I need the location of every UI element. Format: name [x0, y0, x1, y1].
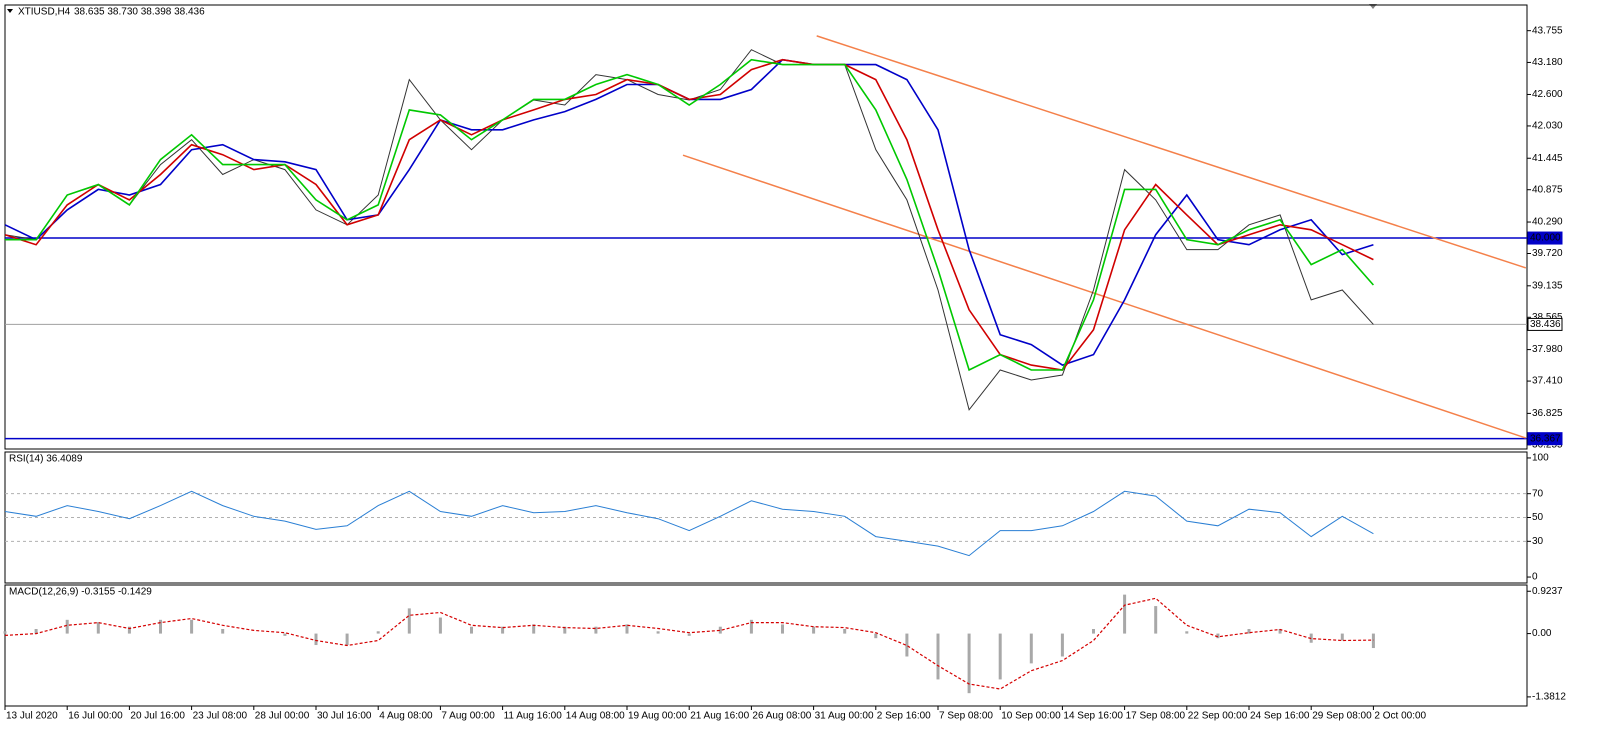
x-tick-label: 21 Aug 16:00 — [690, 711, 749, 722]
panel-title: RSI(14) 36.4089 — [9, 454, 83, 465]
x-tick-label: 14 Sep 16:00 — [1063, 711, 1123, 722]
y-tick-label: 0.00 — [1532, 628, 1552, 639]
x-tick-label: 14 Aug 08:00 — [566, 711, 625, 722]
y-tick-label: 70 — [1532, 488, 1544, 499]
trend-line — [816, 35, 1527, 269]
y-tick-label: 36.825 — [1532, 408, 1563, 419]
menu-arrow — [7, 9, 13, 13]
x-tick-label: 24 Sep 16:00 — [1250, 711, 1310, 722]
x-tick-label: 26 Aug 08:00 — [752, 711, 811, 722]
x-tick-label: 2 Oct 00:00 — [1374, 711, 1426, 722]
y-tick-label: 50 — [1532, 512, 1544, 523]
y-tick-label: 30 — [1532, 536, 1544, 547]
y-tick-label: 100 — [1532, 453, 1549, 464]
x-tick-label: 22 Sep 00:00 — [1188, 711, 1248, 722]
signal-line — [4, 597, 1374, 690]
price-header: 38.635 38.730 38.398 38.436 — [74, 7, 205, 18]
price-label-box — [1527, 317, 1563, 331]
price-label: 40.000 — [1530, 233, 1561, 244]
x-tick-label: 17 Sep 08:00 — [1126, 711, 1186, 722]
price-label: 38.436 — [1530, 319, 1561, 330]
y-tick-label: 0 — [1532, 572, 1538, 583]
series-line — [4, 58, 1374, 371]
x-tick-label: 7 Sep 08:00 — [939, 711, 993, 722]
price-label: 36.367 — [1530, 433, 1561, 444]
x-tick-label: 29 Sep 08:00 — [1312, 711, 1372, 722]
y-tick-label: 40.875 — [1532, 184, 1563, 195]
y-tick-label: 42.600 — [1532, 89, 1563, 100]
y-tick-label: 37.410 — [1532, 376, 1563, 387]
x-tick-label: 23 Jul 08:00 — [193, 711, 248, 722]
x-tick-label: 2 Sep 16:00 — [877, 711, 931, 722]
panel-frame — [4, 4, 1528, 450]
panel-frame — [4, 584, 1528, 707]
y-tick-label: -1.3812 — [1532, 692, 1566, 703]
y-tick-label: 39.135 — [1532, 280, 1563, 291]
x-tick-label: 7 Aug 00:00 — [441, 711, 495, 722]
x-tick-label: 4 Aug 08:00 — [379, 711, 433, 722]
series-line — [4, 490, 1374, 557]
x-tick-label: 30 Jul 16:00 — [317, 711, 372, 722]
x-tick-label: 11 Aug 16:00 — [504, 711, 563, 722]
y-tick-label: 42.030 — [1532, 121, 1563, 132]
y-tick-label: 40.290 — [1532, 217, 1563, 228]
x-tick-label: 19 Aug 00:00 — [628, 711, 687, 722]
x-tick-label: 31 Aug 00:00 — [815, 711, 874, 722]
series-line — [5, 58, 1375, 372]
y-tick-label: 39.720 — [1532, 248, 1563, 259]
y-tick-label: 0.9237 — [1532, 586, 1563, 597]
y-tick-label: 38.565 — [1532, 312, 1563, 323]
x-tick-label: 20 Jul 16:00 — [130, 711, 185, 722]
price-label-box — [1527, 432, 1563, 446]
y-tick-label: 43.755 — [1532, 25, 1563, 36]
y-tick-label: 37.980 — [1532, 344, 1563, 355]
y-tick-label: 41.445 — [1532, 153, 1563, 164]
x-tick-label: 10 Sep 00:00 — [1001, 711, 1061, 722]
y-tick-label: 43.180 — [1532, 57, 1563, 68]
x-tick-label: 16 Jul 00:00 — [68, 711, 123, 722]
x-tick-label: 13 Jul 2020 — [6, 711, 58, 722]
panel-title: XTIUSD,H4 — [18, 7, 71, 18]
price-label-box — [1527, 231, 1563, 245]
x-tick-label: 28 Jul 00:00 — [255, 711, 310, 722]
panel-title: MACD(12,26,9) -0.3155 -0.1429 — [9, 587, 152, 598]
